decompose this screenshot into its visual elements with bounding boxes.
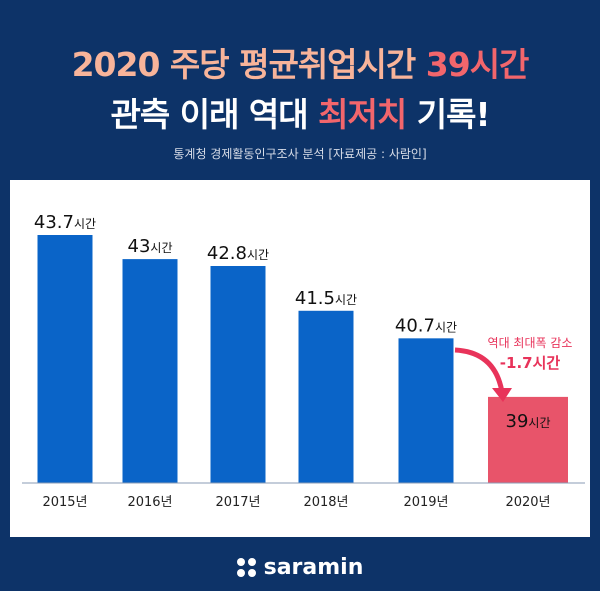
title-line-1: 2020 주당 평균취업시간 39시간	[0, 38, 600, 86]
x-tick-label: 2015년	[42, 495, 87, 510]
data-label: 43.7시간	[34, 212, 96, 233]
decrease-arrow-icon	[454, 347, 505, 393]
logo-text: saramin	[263, 555, 364, 580]
data-label: 41.5시간	[295, 288, 357, 309]
x-tick-label: 2018년	[303, 495, 348, 510]
x-tick-label: 2017년	[215, 495, 260, 510]
title-text: 2020 주당 평균취업시간	[71, 45, 426, 84]
annotation-line2: -1.7시간	[500, 354, 561, 372]
x-tick-label: 2016년	[127, 495, 172, 510]
data-label: 43시간	[128, 236, 173, 257]
annotation-line1: 역대 최대폭 감소	[488, 336, 573, 350]
bar-2016년	[122, 259, 178, 483]
x-tick-label: 2019년	[403, 495, 448, 510]
saramin-logo: saramin	[0, 555, 600, 580]
bar-2019년	[398, 338, 454, 483]
title-highlight: 최저치	[318, 95, 407, 134]
title-line-2: 관측 이래 역대 최저치 기록!	[0, 88, 600, 136]
title-text: 기록!	[406, 95, 491, 134]
arrow-head-icon	[492, 388, 512, 402]
data-label: 42.8시간	[207, 243, 269, 264]
data-label: 40.7시간	[395, 315, 457, 336]
bar-2018년	[298, 310, 354, 483]
bar-2017년	[210, 266, 266, 483]
bar-2015년	[37, 235, 93, 483]
subtitle: 통계청 경제활동인구조사 분석 [자료제공 : 사람인]	[173, 147, 427, 161]
title-text: 관측 이래 역대	[110, 95, 319, 134]
x-tick-label: 2020년	[505, 495, 550, 510]
logo-dots-icon	[236, 558, 256, 577]
data-label: 39시간	[506, 411, 551, 432]
bar-2020년	[488, 396, 568, 483]
title-highlight: 39시간	[425, 45, 530, 84]
